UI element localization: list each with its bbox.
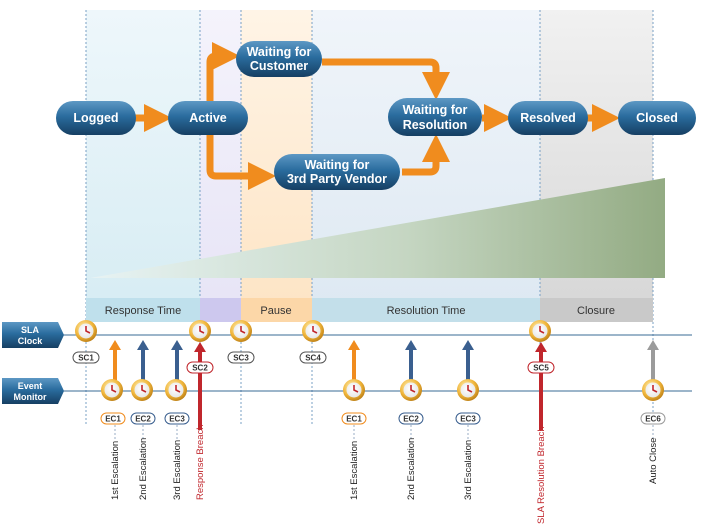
state-active-label: Active — [189, 111, 227, 125]
label-1st-escalation-resolution: 1st Escalation — [349, 441, 360, 500]
waiting-customer-line-2: Customer — [250, 59, 308, 73]
label-auto-close: Auto Close — [648, 438, 659, 484]
closure-label: Closure — [577, 305, 615, 317]
clock-icon — [343, 379, 365, 401]
ec1-tag: EC1 — [105, 415, 121, 424]
event-monitor-lane-badge: Event Monitor — [2, 378, 64, 404]
ec6-tag: EC6 — [645, 415, 661, 424]
waiting-vendor-line-2: 3rd Party Vendor — [287, 172, 387, 186]
waiting-customer-line-1: Waiting for — [247, 45, 312, 59]
state-waiting-vendor: Waiting for 3rd Party Vendor — [274, 154, 400, 190]
event-monitor-label-1: Event — [18, 381, 43, 391]
sla-clock-icons — [75, 320, 551, 342]
clock-icon — [457, 379, 479, 401]
ec1-tag-resolution: EC1 — [346, 415, 362, 424]
clock-icon — [131, 379, 153, 401]
state-active: Active — [168, 101, 248, 135]
event-arrows — [109, 340, 659, 430]
state-logged: Logged — [56, 101, 136, 135]
label-3rd-escalation: 3rd Escalation — [172, 440, 183, 500]
clock-icon — [400, 379, 422, 401]
event-labels: 1st Escalation 2nd Escalation 3rd Escala… — [110, 424, 659, 524]
clock-icon — [165, 379, 187, 401]
sc2-tag: SC2 — [192, 364, 208, 373]
state-logged-label: Logged — [73, 111, 118, 125]
state-waiting-customer: Waiting for Customer — [236, 41, 322, 77]
ec3-tag-resolution: EC3 — [460, 415, 476, 424]
state-waiting-resolution: Waiting for Resolution — [388, 98, 482, 136]
label-1st-escalation: 1st Escalation — [110, 441, 121, 500]
resolution-time-strip — [312, 298, 540, 322]
clock-icon — [189, 320, 211, 342]
clock-icon — [101, 379, 123, 401]
response-time-label: Response Time — [105, 305, 181, 317]
clock-icon — [642, 379, 664, 401]
waiting-resolution-line-2: Resolution — [403, 118, 468, 132]
label-sla-resolution-breach: SLA Resolution Breach — [536, 426, 547, 524]
label-2nd-escalation-resolution: 2nd Escalation — [406, 438, 417, 500]
label-response-breach: Response Breach — [195, 424, 206, 500]
pause-label: Pause — [260, 305, 291, 317]
sla-ramp — [90, 178, 665, 278]
sc4-tag: SC4 — [305, 354, 321, 363]
resolution-time-label: Resolution Time — [387, 305, 466, 317]
pause-strip — [241, 298, 312, 322]
response-time-strip — [86, 298, 200, 322]
state-resolved-label: Resolved — [520, 111, 576, 125]
transition-strip — [200, 298, 241, 322]
sc5-tag: SC5 — [533, 364, 549, 373]
waiting-resolution-line-1: Waiting for — [403, 103, 468, 117]
event-clock-icons — [101, 379, 664, 401]
event-tags: EC1 EC2 EC3 EC1 EC2 EC3 EC6 — [100, 412, 666, 425]
sc1-tag: SC1 — [78, 354, 94, 363]
event-leader-lines — [114, 425, 654, 440]
clock-icon — [529, 320, 551, 342]
sla-clock-lane-badge: SLA Clock — [2, 322, 64, 348]
state-closed-label: Closed — [636, 111, 678, 125]
waiting-vendor-line-1: Waiting for — [305, 158, 370, 172]
ec2-tag: EC2 — [135, 415, 151, 424]
clock-icon — [75, 320, 97, 342]
flow-arrows — [122, 42, 620, 190]
state-closed: Closed — [618, 101, 696, 135]
ec2-tag-resolution: EC2 — [403, 415, 419, 424]
sc3-tag: SC3 — [233, 354, 249, 363]
sla-clock-label-1: SLA — [21, 325, 40, 335]
clock-icon — [230, 320, 252, 342]
state-resolved: Resolved — [508, 101, 588, 135]
sla-clock-label-2: Clock — [18, 336, 44, 346]
label-3rd-escalation-resolution: 3rd Escalation — [463, 440, 474, 500]
sla-clock-tags: SC1 SC2 SC3 SC4 SC5 — [72, 351, 555, 374]
event-monitor-label-2: Monitor — [14, 392, 47, 402]
clock-icon — [302, 320, 324, 342]
closure-strip — [540, 298, 653, 322]
label-2nd-escalation: 2nd Escalation — [138, 438, 149, 500]
ec3-tag: EC3 — [169, 415, 185, 424]
